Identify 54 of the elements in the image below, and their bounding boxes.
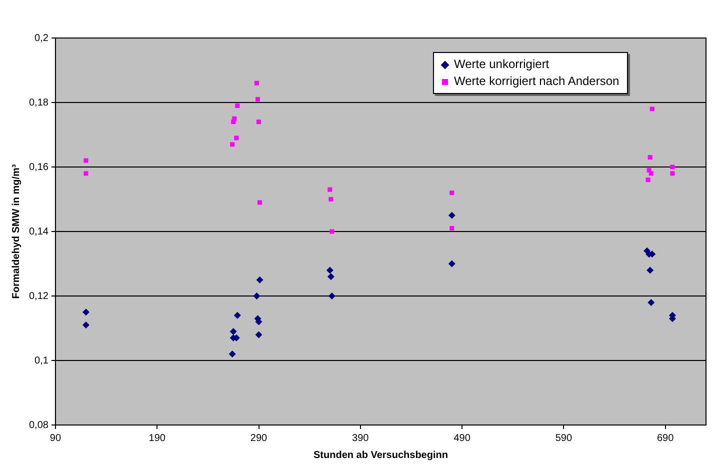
x-tick-label: 690 (657, 432, 674, 444)
point (328, 196, 334, 202)
x-tick-label: 90 (50, 432, 62, 444)
legend-label: Werte unkorrigiert (454, 56, 550, 73)
point (254, 80, 259, 86)
point (327, 273, 334, 280)
point (84, 171, 88, 176)
point (82, 322, 90, 329)
point (230, 142, 235, 147)
point (328, 187, 332, 192)
point (82, 308, 90, 316)
point (256, 276, 264, 284)
y-tick-label: 0,2 (34, 32, 49, 44)
point (448, 212, 456, 219)
point (232, 116, 237, 121)
point (255, 331, 262, 338)
y-tick-label: 0,16 (28, 162, 49, 173)
point (450, 226, 454, 231)
point (650, 106, 654, 112)
point (326, 266, 334, 274)
point (84, 158, 88, 163)
x-tick-label: 490 (454, 432, 471, 444)
point (648, 298, 655, 306)
point (234, 312, 241, 319)
point (228, 350, 236, 358)
point (328, 292, 336, 300)
point (646, 178, 650, 182)
point (253, 292, 260, 300)
x-axis-title: Stunden ab Versuchsbeginn (313, 450, 448, 461)
point (450, 190, 454, 196)
y-tick-label: 0,1 (34, 355, 49, 366)
point (258, 200, 262, 205)
y-tick-label: 0,12 (28, 290, 49, 302)
point (235, 103, 240, 108)
point (255, 97, 260, 102)
point (670, 164, 675, 170)
point (234, 136, 239, 140)
y-tick-label: 0,08 (28, 420, 49, 431)
point (256, 120, 262, 124)
x-tick-label: 190 (148, 432, 166, 444)
point (230, 328, 237, 335)
point (330, 229, 334, 234)
point (648, 155, 652, 160)
legend-label: Werte korrigiert nach Anderson (454, 73, 620, 90)
point (448, 260, 456, 268)
y-axis-title: Formaldehyd SMW in mg/m³ (10, 164, 22, 299)
point (646, 266, 654, 274)
point (670, 171, 675, 176)
x-tick-label: 590 (555, 432, 572, 444)
y-tick-label: 0,18 (28, 97, 49, 108)
x-tick-label: 390 (352, 432, 370, 444)
x-tick-label: 290 (250, 432, 268, 444)
y-tick-label: 0,14 (28, 226, 49, 238)
point (648, 171, 654, 176)
